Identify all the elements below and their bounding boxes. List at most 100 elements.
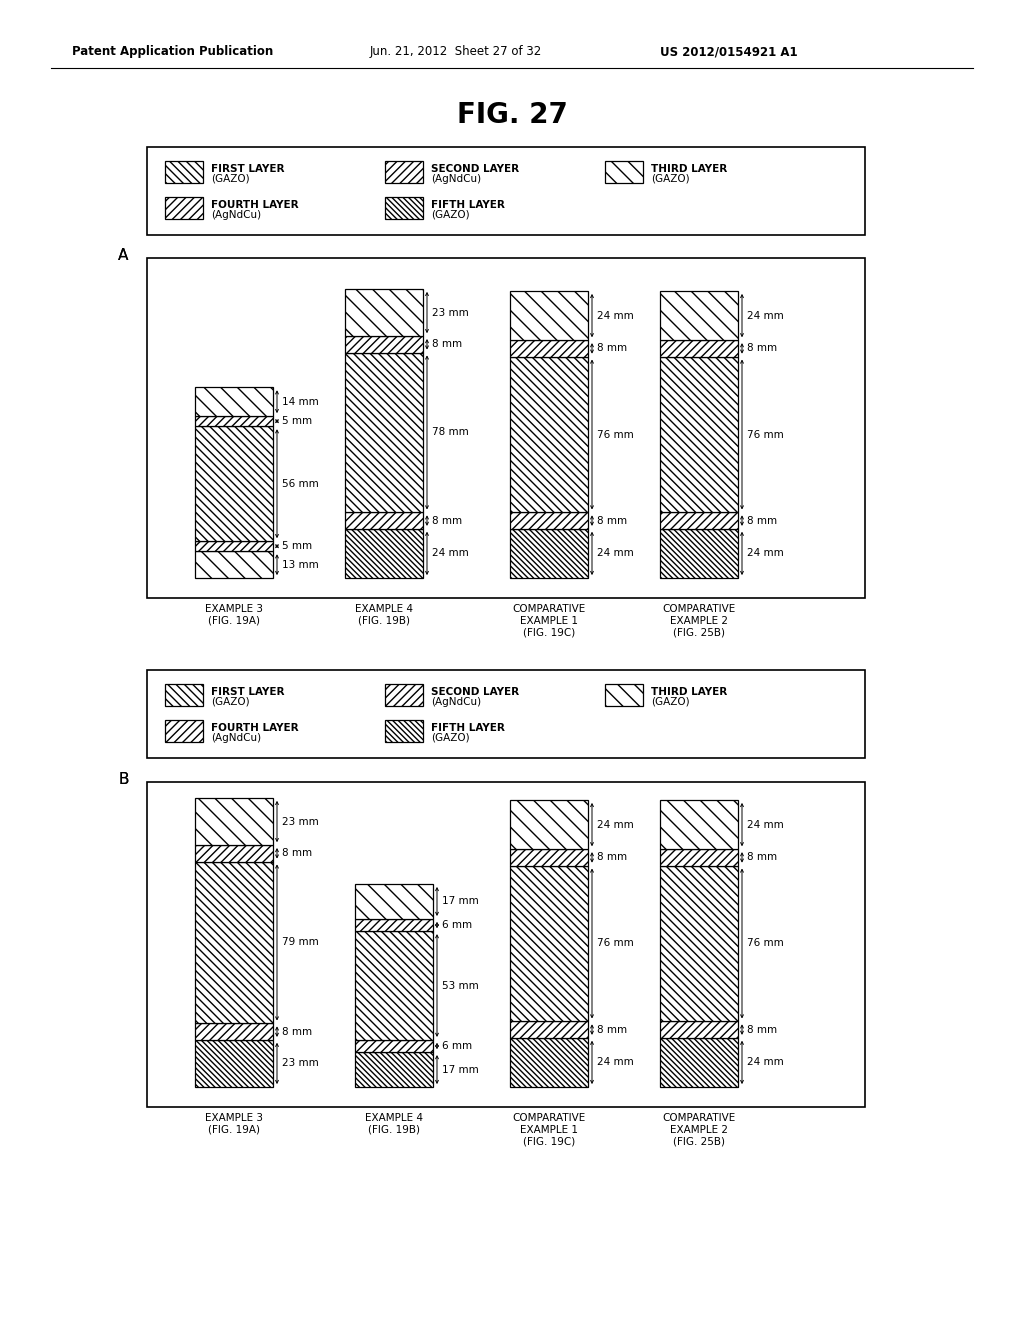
Bar — [165, 684, 203, 706]
Text: 8 mm: 8 mm — [746, 516, 777, 525]
Bar — [147, 147, 865, 235]
Bar — [345, 289, 423, 337]
Bar — [605, 161, 643, 183]
Bar — [195, 1023, 273, 1040]
Text: 6 mm: 6 mm — [442, 920, 472, 931]
Text: 8 mm: 8 mm — [746, 343, 777, 354]
Bar — [165, 719, 203, 742]
Bar — [147, 257, 865, 598]
Text: Patent Application Publication: Patent Application Publication — [72, 45, 273, 58]
Text: (AgNdCu): (AgNdCu) — [211, 733, 261, 743]
Text: 23 mm: 23 mm — [282, 817, 318, 826]
Bar — [660, 290, 738, 341]
Bar — [195, 426, 273, 541]
Text: EXAMPLE 4
(FIG. 19B): EXAMPLE 4 (FIG. 19B) — [355, 605, 413, 626]
Text: 8 mm: 8 mm — [597, 1024, 627, 1035]
Text: 76 mm: 76 mm — [746, 939, 783, 949]
Text: 24 mm: 24 mm — [432, 548, 469, 558]
Text: EXAMPLE 4
(FIG. 19B): EXAMPLE 4 (FIG. 19B) — [365, 1113, 423, 1135]
Text: (AgNdCu): (AgNdCu) — [211, 210, 261, 219]
Bar — [345, 529, 423, 578]
Bar — [345, 352, 423, 512]
Text: Jun. 21, 2012  Sheet 27 of 32: Jun. 21, 2012 Sheet 27 of 32 — [370, 45, 543, 58]
Text: (GAZO): (GAZO) — [651, 697, 689, 706]
Text: 24 mm: 24 mm — [597, 1057, 634, 1068]
Bar — [510, 800, 588, 849]
Bar — [195, 862, 273, 1023]
Text: COMPARATIVE
EXAMPLE 2
(FIG. 25B): COMPARATIVE EXAMPLE 2 (FIG. 25B) — [663, 605, 735, 638]
Text: A: A — [118, 248, 128, 263]
Text: 78 mm: 78 mm — [432, 428, 469, 437]
Text: SECOND LAYER: SECOND LAYER — [431, 686, 519, 697]
Text: 5 mm: 5 mm — [282, 541, 312, 552]
Text: B: B — [118, 772, 128, 787]
Bar — [660, 512, 738, 529]
Text: 76 mm: 76 mm — [597, 939, 634, 949]
Text: 17 mm: 17 mm — [442, 896, 479, 907]
Bar — [345, 512, 423, 529]
Text: 76 mm: 76 mm — [597, 429, 634, 440]
Text: FIG. 27: FIG. 27 — [457, 102, 567, 129]
Text: 24 mm: 24 mm — [746, 310, 783, 321]
Text: 8 mm: 8 mm — [746, 1024, 777, 1035]
Bar — [195, 845, 273, 862]
Text: (GAZO): (GAZO) — [431, 210, 470, 219]
Text: FOURTH LAYER: FOURTH LAYER — [211, 199, 299, 210]
Text: B: B — [118, 772, 128, 787]
Bar — [510, 1022, 588, 1038]
Text: 23 mm: 23 mm — [282, 1059, 318, 1068]
Text: 24 mm: 24 mm — [597, 820, 634, 829]
Bar — [165, 197, 203, 219]
Bar — [385, 684, 423, 706]
Bar — [510, 529, 588, 578]
Text: SECOND LAYER: SECOND LAYER — [431, 164, 519, 174]
Text: THIRD LAYER: THIRD LAYER — [651, 164, 727, 174]
Text: (AgNdCu): (AgNdCu) — [431, 174, 481, 183]
Text: 8 mm: 8 mm — [597, 853, 627, 862]
Bar — [355, 1052, 433, 1086]
Bar — [345, 337, 423, 352]
Bar — [660, 356, 738, 512]
Text: 24 mm: 24 mm — [746, 548, 783, 558]
Bar — [385, 161, 423, 183]
Bar — [147, 671, 865, 758]
Text: COMPARATIVE
EXAMPLE 1
(FIG. 19C): COMPARATIVE EXAMPLE 1 (FIG. 19C) — [512, 1113, 586, 1146]
Bar — [660, 529, 738, 578]
Text: FIFTH LAYER: FIFTH LAYER — [431, 723, 505, 733]
Text: (GAZO): (GAZO) — [211, 174, 250, 183]
Bar — [510, 341, 588, 356]
Bar — [195, 1040, 273, 1086]
Text: 23 mm: 23 mm — [432, 308, 469, 318]
Text: 56 mm: 56 mm — [282, 479, 318, 488]
Text: 8 mm: 8 mm — [432, 516, 462, 525]
Bar — [660, 800, 738, 849]
Text: 17 mm: 17 mm — [442, 1064, 479, 1074]
Bar — [147, 781, 865, 1107]
Text: FOURTH LAYER: FOURTH LAYER — [211, 723, 299, 733]
Bar — [195, 541, 273, 552]
Text: A: A — [118, 248, 128, 263]
Bar — [355, 919, 433, 931]
Bar — [195, 416, 273, 426]
Text: EXAMPLE 3
(FIG. 19A): EXAMPLE 3 (FIG. 19A) — [205, 1113, 263, 1135]
Bar — [385, 719, 423, 742]
Text: FIRST LAYER: FIRST LAYER — [211, 686, 285, 697]
Bar — [660, 866, 738, 1022]
Text: FIFTH LAYER: FIFTH LAYER — [431, 199, 505, 210]
Text: 8 mm: 8 mm — [282, 849, 312, 858]
Bar — [355, 931, 433, 1040]
Text: (GAZO): (GAZO) — [211, 697, 250, 706]
Text: 13 mm: 13 mm — [282, 560, 318, 570]
Text: 79 mm: 79 mm — [282, 937, 318, 948]
Text: 24 mm: 24 mm — [746, 820, 783, 829]
Text: 53 mm: 53 mm — [442, 981, 479, 990]
Bar — [510, 512, 588, 529]
Text: (GAZO): (GAZO) — [431, 733, 470, 743]
Bar — [510, 849, 588, 866]
Bar — [385, 197, 423, 219]
Bar — [660, 849, 738, 866]
Text: US 2012/0154921 A1: US 2012/0154921 A1 — [660, 45, 798, 58]
Text: 8 mm: 8 mm — [432, 339, 462, 350]
Text: THIRD LAYER: THIRD LAYER — [651, 686, 727, 697]
Bar — [510, 356, 588, 512]
